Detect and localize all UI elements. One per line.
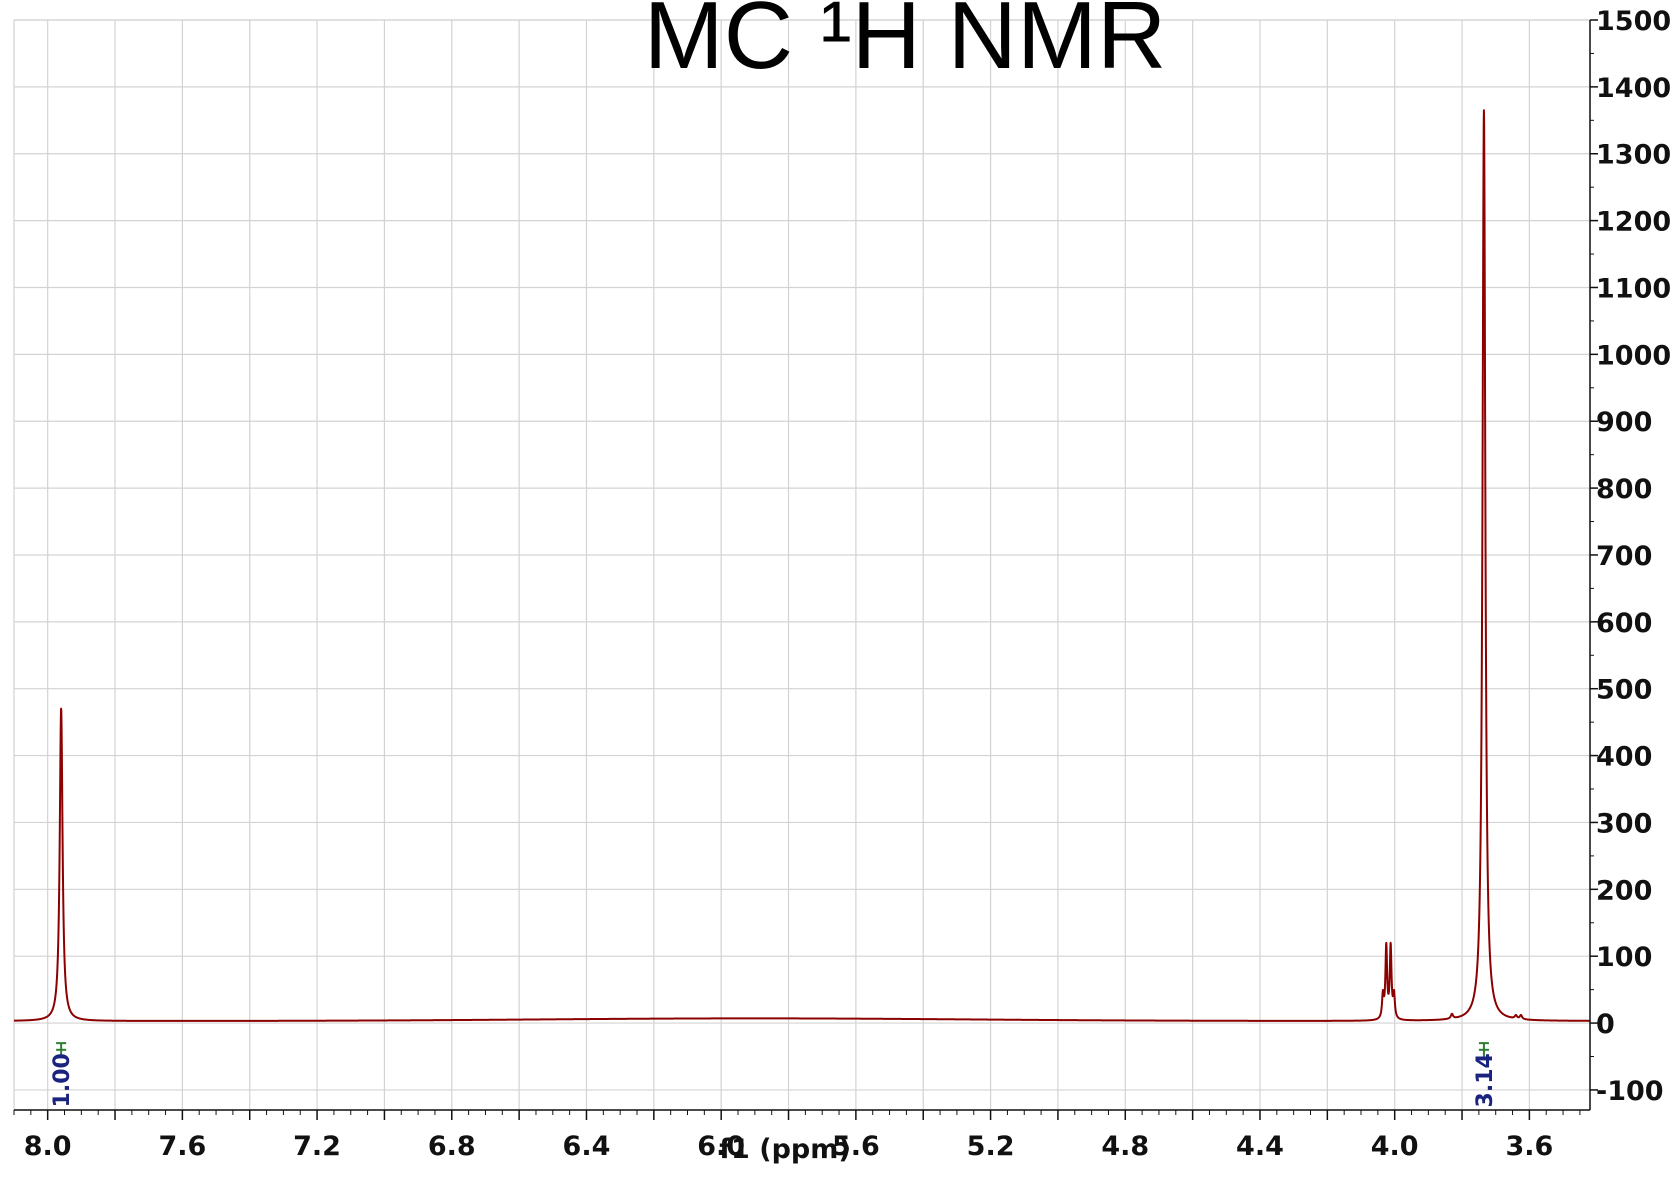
integral-label: 3.14 [1473,1053,1498,1107]
x-tick-label: 4.0 [1371,1131,1419,1162]
x-tick-label: 4.4 [1236,1131,1284,1162]
x-tick-label: 7.6 [158,1131,206,1162]
y-tick-label: 900 [1596,407,1652,438]
integrals: 1.00 3.14 [50,1042,1498,1107]
axes: 1500140013001200110010009008007006005004… [13,6,1671,1162]
x-tick-label: 5.6 [832,1131,880,1162]
y-tick-label: 1200 [1596,207,1671,238]
x-tick-label: 6.8 [428,1131,476,1162]
y-tick-label: 300 [1596,808,1652,839]
chart-title: MC ¹H NMR [644,0,1167,89]
x-tick-label: 6.0 [697,1131,745,1162]
y-tick-label: 400 [1596,742,1652,773]
y-tick-label: 700 [1596,541,1652,572]
y-tick-label: 200 [1596,875,1652,906]
x-axis-title: f1 (ppm) [719,1134,850,1165]
x-tick-label: 7.2 [293,1131,341,1162]
y-tick-label: 0 [1596,1009,1615,1040]
y-tick-label: 100 [1596,942,1652,973]
y-tick-label: 1500 [1596,6,1671,37]
y-tick-label: 500 [1596,675,1652,706]
y-tick-label: 800 [1596,474,1652,505]
y-tick-label: 600 [1596,608,1652,639]
x-tick-label: 6.4 [563,1131,611,1162]
integral-label: 1.00 [50,1053,75,1107]
x-tick-label: 5.2 [967,1131,1015,1162]
y-tick-label: 1100 [1596,273,1671,304]
x-tick-label: 4.8 [1101,1131,1149,1162]
y-tick-label: -100 [1596,1076,1664,1107]
y-tick-label: 1300 [1596,140,1671,171]
x-tick-label: 3.6 [1505,1131,1553,1162]
spectrum-line [13,109,1591,1022]
spectrum [13,109,1591,1022]
x-tick-label: 8.0 [24,1131,72,1162]
y-tick-label: 1400 [1596,73,1671,104]
y-tick-label: 1000 [1596,340,1671,371]
grid [13,19,1591,1111]
